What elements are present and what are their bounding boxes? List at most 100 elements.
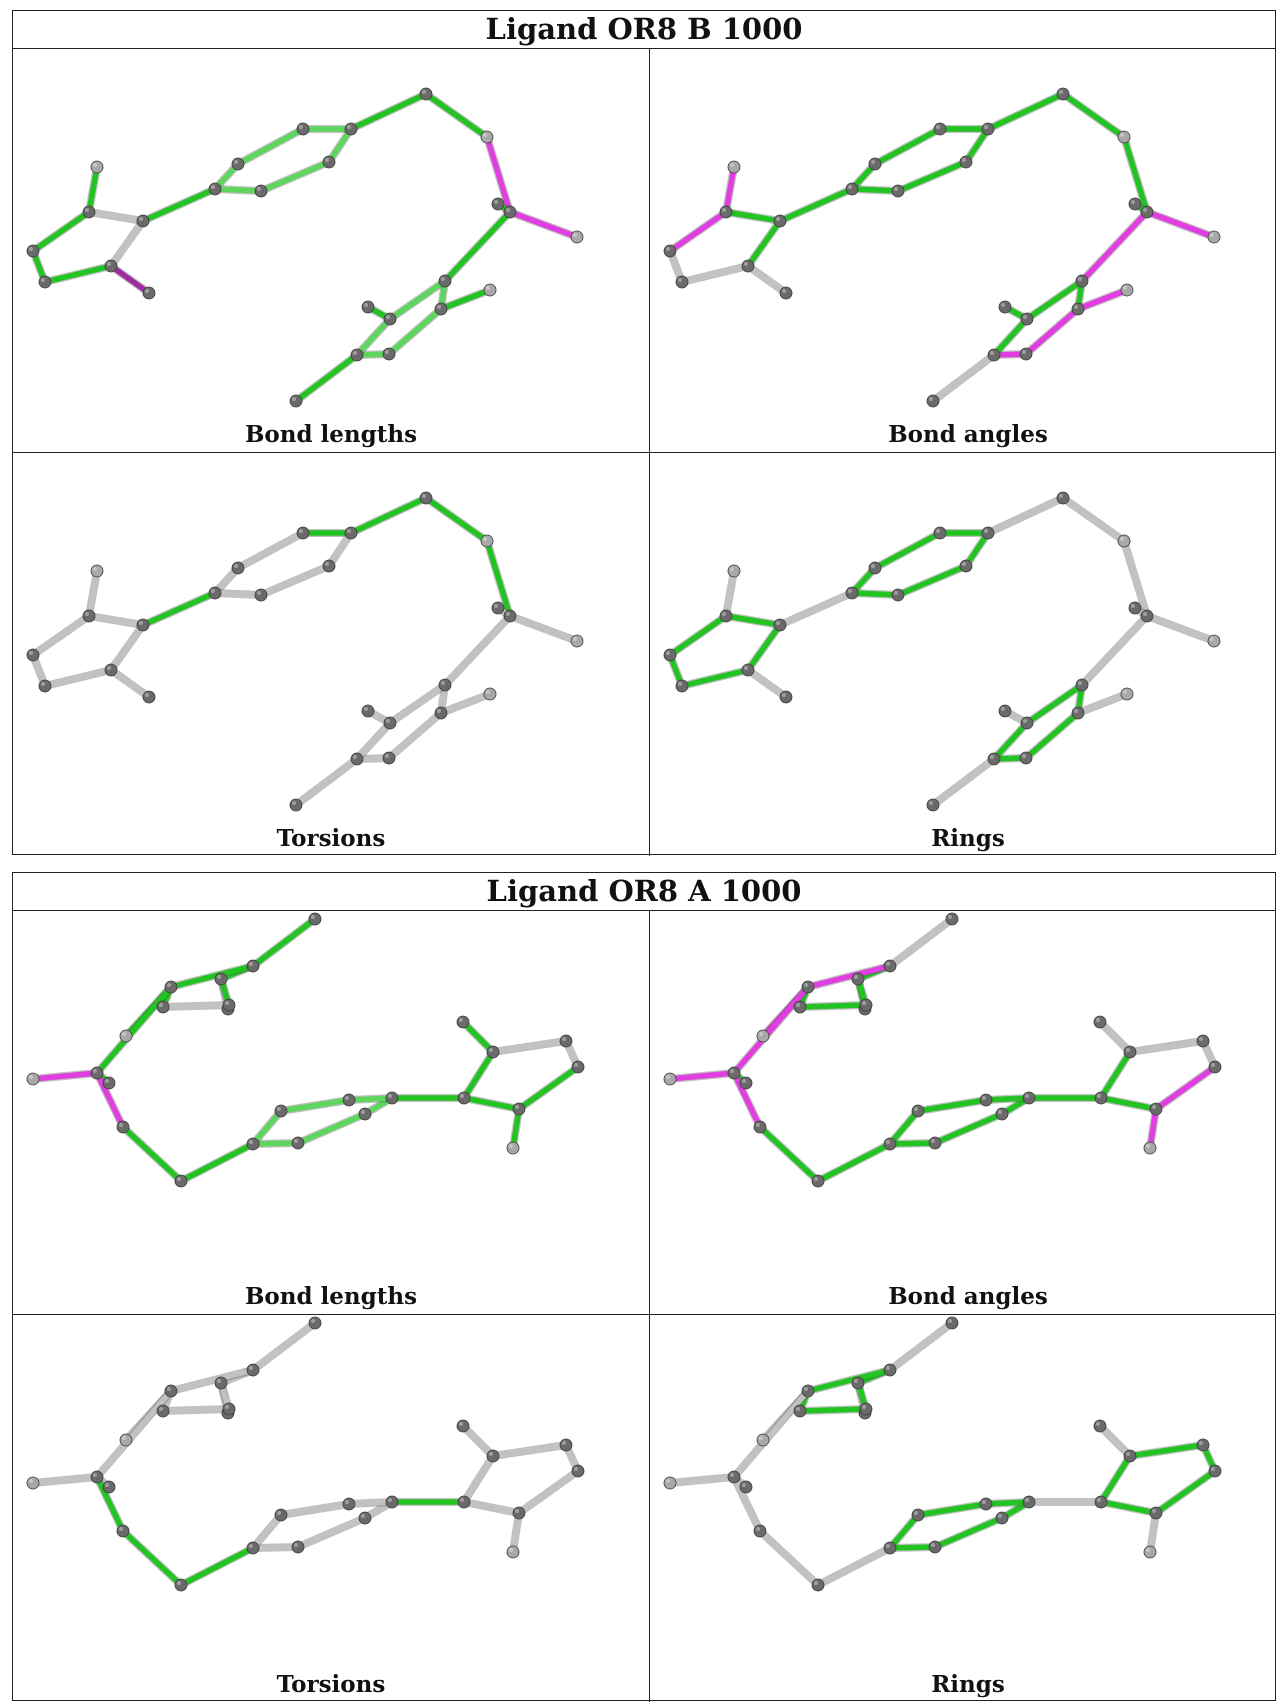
- atom-highlight: [29, 651, 33, 655]
- atom: [512, 1506, 526, 1520]
- atom-highlight: [93, 163, 97, 167]
- atom: [296, 122, 310, 136]
- atom: [663, 648, 677, 662]
- atom: [719, 609, 733, 623]
- atom-highlight: [730, 567, 734, 571]
- atom: [1022, 1091, 1036, 1105]
- bond: [108, 622, 146, 673]
- atom: [719, 205, 733, 219]
- bond: [293, 352, 360, 404]
- atom-highlight: [722, 208, 726, 212]
- atom: [350, 752, 364, 766]
- atom: [434, 302, 448, 316]
- atom: [90, 564, 104, 578]
- panel-title-b: Ligand OR8 B 1000: [13, 11, 1275, 49]
- atom: [322, 559, 336, 573]
- atom: [174, 1578, 188, 1592]
- atom: [90, 1470, 104, 1484]
- atom: [793, 1000, 807, 1014]
- molecule-image: [663, 491, 1221, 812]
- atom-highlight: [982, 1500, 986, 1504]
- atom: [979, 1497, 993, 1511]
- atom: [859, 1402, 873, 1416]
- bond: [1147, 1106, 1159, 1151]
- atom-highlight: [862, 1405, 866, 1409]
- bond: [745, 218, 783, 269]
- atom: [801, 980, 815, 994]
- bond: [293, 756, 360, 808]
- bond: [86, 613, 146, 628]
- molecule-image: [663, 912, 1222, 1188]
- bond: [805, 963, 893, 990]
- atom: [308, 1316, 322, 1330]
- bond: [348, 495, 429, 536]
- bond: [461, 1095, 522, 1112]
- atom-highlight: [984, 529, 988, 533]
- atom-highlight: [93, 1069, 97, 1073]
- bond: [777, 590, 855, 628]
- atom: [456, 1419, 470, 1433]
- atom-highlight: [1211, 1467, 1215, 1471]
- bond: [1097, 1019, 1133, 1055]
- molecule-image: [663, 87, 1221, 408]
- atom-highlight: [422, 90, 426, 94]
- atom: [26, 1072, 40, 1086]
- atom: [811, 1578, 825, 1592]
- atom-highlight: [388, 1498, 392, 1502]
- bond: [1097, 1423, 1133, 1459]
- bond: [94, 1474, 126, 1534]
- atom: [382, 751, 396, 765]
- atom-highlight: [948, 1319, 952, 1323]
- bond: [168, 963, 256, 990]
- atom: [1140, 205, 1154, 219]
- bond: [1098, 1453, 1133, 1505]
- atom-highlight: [742, 1483, 746, 1487]
- bond: [991, 720, 1030, 762]
- atom-highlight: [145, 693, 149, 697]
- atom-highlight: [982, 1096, 986, 1100]
- atom: [1019, 751, 1033, 765]
- grid-divider-horizontal: [13, 1314, 1275, 1315]
- atom-highlight: [1097, 1094, 1101, 1098]
- bond: [745, 667, 789, 700]
- bond: [797, 1002, 869, 1010]
- atom: [851, 1376, 865, 1390]
- atom: [1093, 1419, 1107, 1433]
- atom-highlight: [489, 1452, 493, 1456]
- atom: [928, 1136, 942, 1150]
- atom: [116, 1120, 130, 1134]
- bond: [872, 126, 943, 167]
- atom: [945, 1316, 959, 1330]
- cell-torsions: Torsions: [13, 1315, 649, 1702]
- atom: [981, 122, 995, 136]
- atom: [246, 1137, 260, 1151]
- bond: [86, 164, 100, 215]
- atom-highlight: [722, 612, 726, 616]
- atom: [104, 259, 118, 273]
- atom-highlight: [962, 562, 966, 566]
- atom-highlight: [998, 1514, 1002, 1518]
- bond: [757, 1124, 821, 1184]
- atom-highlight: [257, 591, 261, 595]
- atom: [246, 1363, 260, 1377]
- atom: [156, 1404, 170, 1418]
- atom-highlight: [364, 707, 368, 711]
- atom: [987, 752, 1001, 766]
- bond: [461, 1453, 496, 1505]
- atom-highlight: [796, 1407, 800, 1411]
- bond: [235, 126, 306, 167]
- caption-rings: Rings: [931, 825, 1005, 852]
- atom: [1056, 87, 1070, 101]
- atom-highlight: [386, 315, 390, 319]
- atom: [322, 155, 336, 169]
- atom: [779, 286, 793, 300]
- bond: [140, 590, 218, 628]
- atom: [142, 286, 156, 300]
- atom-highlight: [249, 1366, 253, 1370]
- atom: [995, 1107, 1009, 1121]
- panel-grid-a: Bond lengths Bond angles Torsions Rings: [13, 911, 1275, 1702]
- atom-highlight: [494, 200, 498, 204]
- bond: [460, 1423, 496, 1459]
- atom-highlight: [139, 217, 143, 221]
- atom-highlight: [804, 983, 808, 987]
